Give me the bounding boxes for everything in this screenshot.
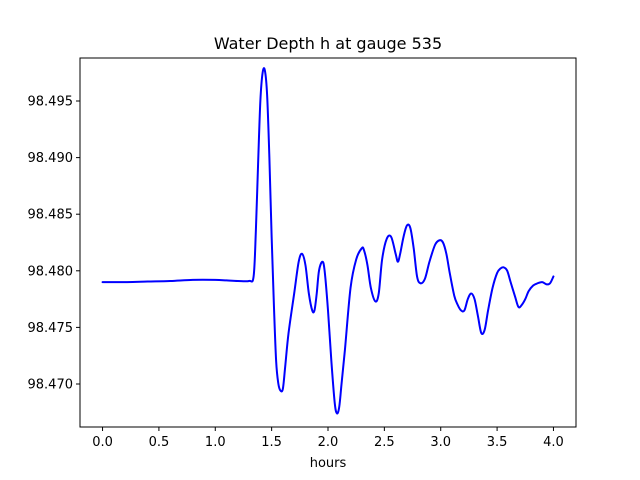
x-tick-label: 0.0 — [92, 435, 113, 450]
x-axis-label: hours — [310, 456, 347, 471]
x-tick-label: 2.5 — [374, 435, 395, 450]
y-tick-label: 98.475 — [28, 321, 74, 336]
y-tick-label: 98.485 — [28, 208, 74, 223]
x-tick-label: 1.0 — [205, 435, 226, 450]
x-tick-label: 4.0 — [543, 435, 564, 450]
x-tick-label: 2.0 — [318, 435, 339, 450]
x-tick-label: 1.5 — [261, 435, 282, 450]
x-tick-label: 3.5 — [487, 435, 508, 450]
x-tick-label: 0.5 — [149, 435, 170, 450]
y-tick-label: 98.480 — [28, 264, 74, 279]
y-tick-label: 98.495 — [28, 95, 74, 110]
y-axis: 98.470 98.475 98.480 98.485 98.490 98.495 — [28, 95, 80, 392]
chart-title: Water Depth h at gauge 535 — [214, 34, 442, 53]
series-line — [101, 67, 555, 415]
y-tick-label: 98.490 — [28, 151, 74, 166]
y-tick-label: 98.470 — [28, 377, 74, 392]
x-tick-label: 3.0 — [430, 435, 451, 450]
x-axis: 0.0 0.5 1.0 1.5 2.0 2.5 3.0 3.5 4.0 — [92, 427, 564, 450]
